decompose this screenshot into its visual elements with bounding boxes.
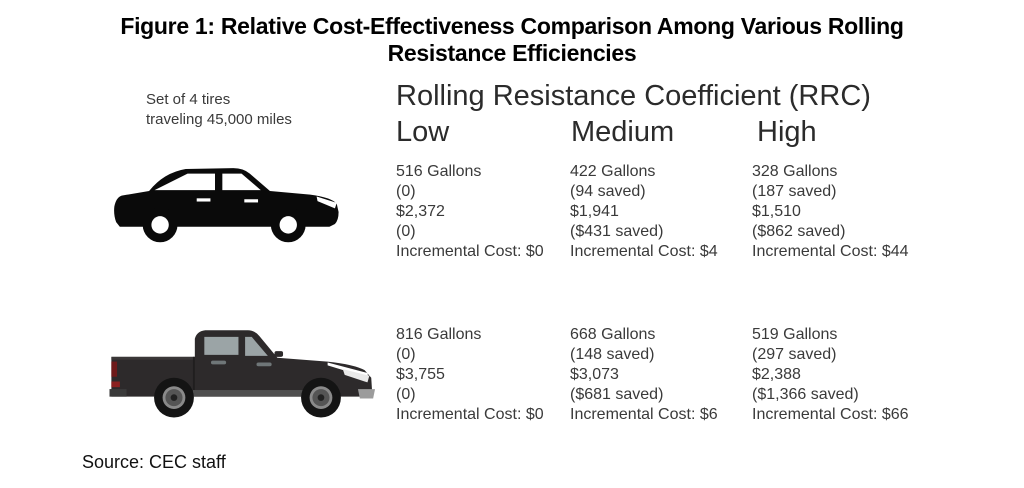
- assumption-note: Set of 4 tires traveling 45,000 miles: [146, 91, 292, 128]
- figure-title: Figure 1: Relative Cost-Effectiveness Co…: [120, 13, 904, 66]
- car-low-values: 516 Gallons (0) $2,372 (0) Incremental C…: [396, 163, 544, 260]
- pickup-truck-icon: [109, 330, 376, 418]
- column-header-medium: Medium: [571, 116, 675, 148]
- truck-low-values: 816 Gallons (0) $3,755 (0) Incremental C…: [396, 326, 544, 423]
- car-medium-values: 422 Gallons (94 saved) $1,941 ($431 save…: [570, 163, 718, 260]
- column-header-low: Low: [396, 116, 450, 148]
- truck-high-values: 519 Gallons (297 saved) $2,388 ($1,366 s…: [752, 326, 909, 423]
- truck-medium-values: 668 Gallons (148 saved) $3,073 ($681 sav…: [570, 326, 718, 423]
- source-note: Source: CEC staff: [82, 452, 226, 472]
- column-header-high: High: [757, 116, 817, 148]
- sedan-icon: [114, 168, 339, 243]
- rrc-column-group-header: Rolling Resistance Coefficient (RRC): [396, 80, 871, 112]
- car-high-values: 328 Gallons (187 saved) $1,510 ($862 sav…: [752, 163, 909, 260]
